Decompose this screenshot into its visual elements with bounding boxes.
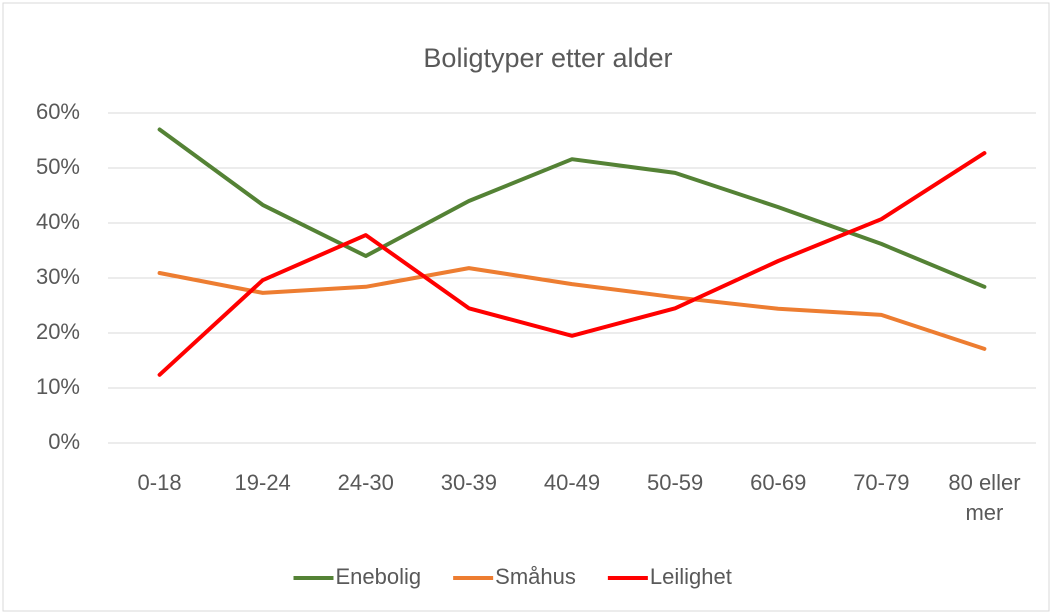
y-tick-label: 40% <box>36 209 80 234</box>
y-tick-label: 30% <box>36 264 80 289</box>
y-tick-label: 20% <box>36 319 80 344</box>
legend-label: Leilighet <box>650 564 732 589</box>
x-tick-label: 80 eller mer <box>948 470 1021 525</box>
y-tick-label: 0% <box>48 429 80 454</box>
x-tick-label: 0-18 <box>137 470 182 495</box>
chart-title: Boligtyper etter alder <box>423 43 672 73</box>
y-tick-label: 60% <box>36 99 80 124</box>
x-tick-label: 40-49 <box>543 470 601 495</box>
legend-label: Enebolig <box>336 564 422 589</box>
y-tick-label: 50% <box>36 154 80 179</box>
x-tick-label: 70-79 <box>853 470 910 495</box>
x-tick-label: 30-39 <box>440 470 498 495</box>
x-tick-label: 60-69 <box>750 470 807 495</box>
x-tick-label: 19-24 <box>234 470 291 495</box>
x-tick-label: 50-59 <box>646 470 704 495</box>
y-tick-label: 10% <box>36 374 80 399</box>
line-series <box>157 266 987 351</box>
x-tick-label: 24-30 <box>337 470 394 495</box>
legend-label: Småhus <box>495 564 576 589</box>
line-series <box>157 151 987 377</box>
